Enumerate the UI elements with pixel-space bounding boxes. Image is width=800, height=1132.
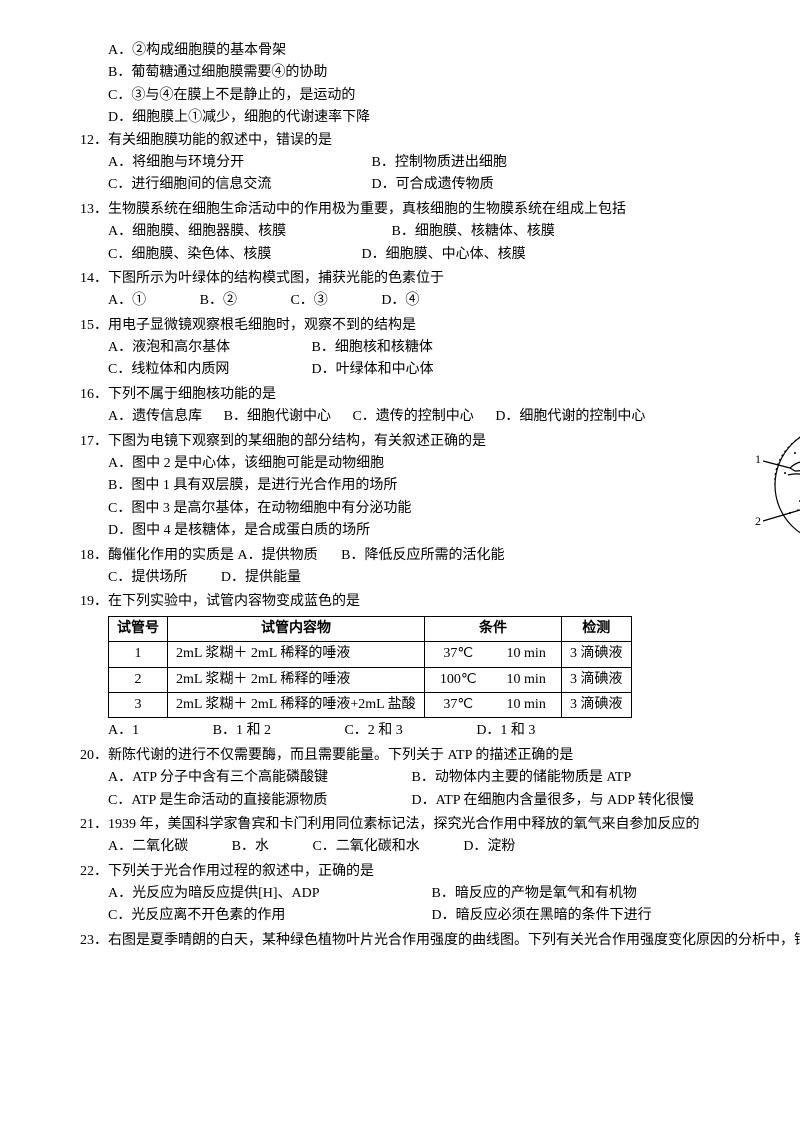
- question-14: 14．下图所示为叶绿体的结构模式图，捕获光能的色素位于 A．① B．② C．③ …: [80, 268, 800, 313]
- question-21: 21．1939 年，美国科学家鲁宾和卡门利用同位素标记法，探究光合作用中释放的氧…: [80, 814, 800, 859]
- option-b: B．②: [200, 290, 237, 312]
- option-d: D．图中 4 是核糖体，是合成蛋白质的场所: [108, 520, 800, 542]
- question-stem: 12．有关细胞膜功能的叙述中，错误的是: [80, 130, 800, 152]
- option-c: C．提供场所: [108, 567, 187, 589]
- col-test: 检测: [562, 616, 632, 641]
- option-b: B．1 和 2: [213, 720, 271, 742]
- question-stem: 21．1939 年，美国科学家鲁宾和卡门利用同位素标记法，探究光合作用中释放的氧…: [80, 814, 800, 836]
- option-c: C．图中 3 是高尔基体，在动物细胞中有分泌功能: [108, 498, 800, 520]
- option-c: C．遗传的控制中心: [352, 406, 473, 428]
- options: A．液泡和高尔基体 B．细胞核和核糖体 C．线粒体和内质网 D．叶绿体和中心体: [80, 337, 800, 382]
- options: A．① B．② C．③ D．④: [80, 290, 800, 312]
- option-b: B．暗反应的产物是氧气和有机物: [432, 883, 637, 905]
- options: A．图中 2 是中心体，该细胞可能是动物细胞 B．图中 1 具有双层膜，是进行光…: [80, 453, 800, 543]
- option-c: C．光反应离不开色素的作用: [108, 905, 428, 927]
- option-b: B．细胞代谢中心: [224, 406, 331, 428]
- question-15: 15．用电子显微镜观察根毛细胞时，观察不到的结构是 A．液泡和高尔基体 B．细胞…: [80, 315, 800, 382]
- col-condition: 条件: [425, 616, 562, 641]
- question-stem: 15．用电子显微镜观察根毛细胞时，观察不到的结构是: [80, 315, 800, 337]
- table-row: 2 2mL 浆糊＋ 2mL 稀释的唾液 100℃ 10 min 3 滴碘液: [109, 667, 632, 692]
- option-c: C．③: [290, 290, 327, 312]
- question-stem: 19．在下列实验中，试管内容物变成蓝色的是: [80, 591, 800, 613]
- option-c: C．2 和 3: [344, 720, 402, 742]
- option-b: B．图中 1 具有双层膜，是进行光合作用的场所: [108, 475, 800, 497]
- question-stem: 20．新陈代谢的进行不仅需要酶，而且需要能量。下列关于 ATP 的描述正确的是: [80, 745, 800, 767]
- options: A．ATP 分子中含有三个高能磷酸键 B．动物体内主要的储能物质是 ATP C．…: [80, 767, 800, 812]
- options: A．将细胞与环境分开 B．控制物质进出细胞 C．进行细胞间的信息交流 D．可合成…: [80, 152, 800, 197]
- option-b: B．水: [232, 836, 269, 858]
- question-20: 20．新陈代谢的进行不仅需要酶，而且需要能量。下列关于 ATP 的描述正确的是 …: [80, 745, 800, 812]
- question-12: 12．有关细胞膜功能的叙述中，错误的是 A．将细胞与环境分开 B．控制物质进出细…: [80, 130, 800, 197]
- experiment-table: 试管号 试管内容物 条件 检测 1 2mL 浆糊＋ 2mL 稀释的唾液 37℃ …: [108, 616, 632, 719]
- option-b: B．葡萄糖通过细胞膜需要④的协助: [108, 62, 800, 84]
- option-d: D．暗反应必须在黑暗的条件下进行: [432, 905, 652, 927]
- option-a: A．液泡和高尔基体: [108, 337, 308, 359]
- question-stem: 23．右图是夏季晴朗的白天，某种绿色植物叶片光合作用强度的曲线图。下列有关光合作…: [80, 930, 800, 952]
- table-row: 1 2mL 浆糊＋ 2mL 稀释的唾液 37℃ 10 min 3 滴碘液: [109, 642, 632, 667]
- option-c: C．ATP 是生命活动的直接能源物质: [108, 790, 408, 812]
- col-tube: 试管号: [109, 616, 168, 641]
- option-b: B．动物体内主要的储能物质是 ATP: [412, 767, 632, 789]
- option-a: A．图中 2 是中心体，该细胞可能是动物细胞: [108, 453, 800, 475]
- option-d: D．ATP 在细胞内含量很多，与 ADP 转化很慢: [412, 790, 694, 812]
- table-row: 3 2mL 浆糊＋ 2mL 稀释的唾液+2mL 盐酸 37℃ 10 min 3 …: [109, 692, 632, 717]
- option-d: D．1 和 3: [476, 720, 535, 742]
- option-b: B．细胞核和核糖体: [312, 337, 433, 359]
- option-a: A．遗传信息库: [108, 406, 202, 428]
- question-stem: 14．下图所示为叶绿体的结构模式图，捕获光能的色素位于: [80, 268, 800, 290]
- options: A．光反应为暗反应提供[H]、ADP B．暗反应的产物是氧气和有机物 C．光反应…: [80, 883, 800, 928]
- option-b: B．细胞膜、核糖体、核膜: [392, 221, 555, 243]
- question-19: 19．在下列实验中，试管内容物变成蓝色的是 试管号 试管内容物 条件 检测 1 …: [80, 591, 800, 742]
- option-b: B．控制物质进出细胞: [372, 152, 507, 174]
- question-stem: 16．下列不属于细胞核功能的是: [80, 384, 800, 406]
- option-d: D．叶绿体和中心体: [312, 359, 434, 381]
- diagram-label-1: 1: [755, 452, 761, 466]
- options-tail: C．提供场所 D．提供能量: [80, 567, 800, 589]
- option-b: B．降低反应所需的活化能: [341, 548, 504, 563]
- question-16: 16．下列不属于细胞核功能的是 A．遗传信息库 B．细胞代谢中心 C．遗传的控制…: [80, 384, 800, 429]
- options: A．二氧化碳 B．水 C．二氧化碳和水 D．淀粉: [80, 836, 800, 858]
- option-a: A．②构成细胞膜的基本骨架: [108, 40, 800, 62]
- option-d: D．细胞膜上①减少，细胞的代谢速率下降: [108, 107, 800, 129]
- option-d: D．提供能量: [221, 567, 301, 589]
- question-stem: 13．生物膜系统在细胞生命活动中的作用极为重要，真核细胞的生物膜系统在组成上包括: [80, 199, 800, 221]
- option-c: C．二氧化碳和水: [312, 836, 419, 858]
- question-13: 13．生物膜系统在细胞生命活动中的作用极为重要，真核细胞的生物膜系统在组成上包括…: [80, 199, 800, 266]
- question-23: 23．右图是夏季晴朗的白天，某种绿色植物叶片光合作用强度的曲线图。下列有关光合作…: [80, 930, 800, 952]
- option-d: D．④: [381, 290, 419, 312]
- col-content: 试管内容物: [168, 616, 425, 641]
- option-a: A．光反应为暗反应提供[H]、ADP: [108, 883, 428, 905]
- option-c: C．③与④在膜上不是静止的，是运动的: [108, 85, 800, 107]
- option-a: A．1: [108, 720, 139, 742]
- option-c: C．线粒体和内质网: [108, 359, 308, 381]
- option-c: C．进行细胞间的信息交流: [108, 174, 368, 196]
- diagram-label-2: 2: [755, 514, 761, 528]
- option-d: D．淀粉: [463, 836, 515, 858]
- options: A．细胞膜、细胞器膜、核膜 B．细胞膜、核糖体、核膜 C．细胞膜、染色体、核膜 …: [80, 221, 800, 266]
- option-a: A．ATP 分子中含有三个高能磷酸键: [108, 767, 408, 789]
- option-a: A．①: [108, 290, 146, 312]
- options: A．遗传信息库 B．细胞代谢中心 C．遗传的控制中心 D．细胞代谢的控制中心: [80, 406, 800, 428]
- option-c: C．细胞膜、染色体、核膜: [108, 244, 358, 266]
- option-a: A．二氧化碳: [108, 836, 188, 858]
- question-22: 22．下列关于光合作用过程的叙述中，正确的是 A．光反应为暗反应提供[H]、AD…: [80, 861, 800, 928]
- question-stem: 18．酶催化作用的实质是 A．提供物质: [80, 548, 318, 563]
- option-a: A．细胞膜、细胞器膜、核膜: [108, 221, 388, 243]
- cell-diagram: 1 2 3 4 5: [755, 413, 800, 558]
- question-stem: 17．下图为电镜下观察到的某细胞的部分结构，有关叙述正确的是: [80, 431, 800, 453]
- question-18: 18．酶催化作用的实质是 A．提供物质 B．降低反应所需的活化能 C．提供场所 …: [80, 545, 800, 590]
- option-d: D．可合成遗传物质: [372, 174, 494, 196]
- question-stem: 22．下列关于光合作用过程的叙述中，正确的是: [80, 861, 800, 883]
- prev-question-options: A．②构成细胞膜的基本骨架 B．葡萄糖通过细胞膜需要④的协助 C．③与④在膜上不…: [80, 40, 800, 130]
- question-17: 17．下图为电镜下观察到的某细胞的部分结构，有关叙述正确的是 A．图中 2 是中…: [80, 431, 800, 543]
- options: A．1 B．1 和 2 C．2 和 3 D．1 和 3: [80, 720, 800, 742]
- option-d: D．细胞代谢的控制中心: [495, 406, 645, 428]
- option-a: A．将细胞与环境分开: [108, 152, 368, 174]
- option-d: D．细胞膜、中心体、核膜: [362, 244, 526, 266]
